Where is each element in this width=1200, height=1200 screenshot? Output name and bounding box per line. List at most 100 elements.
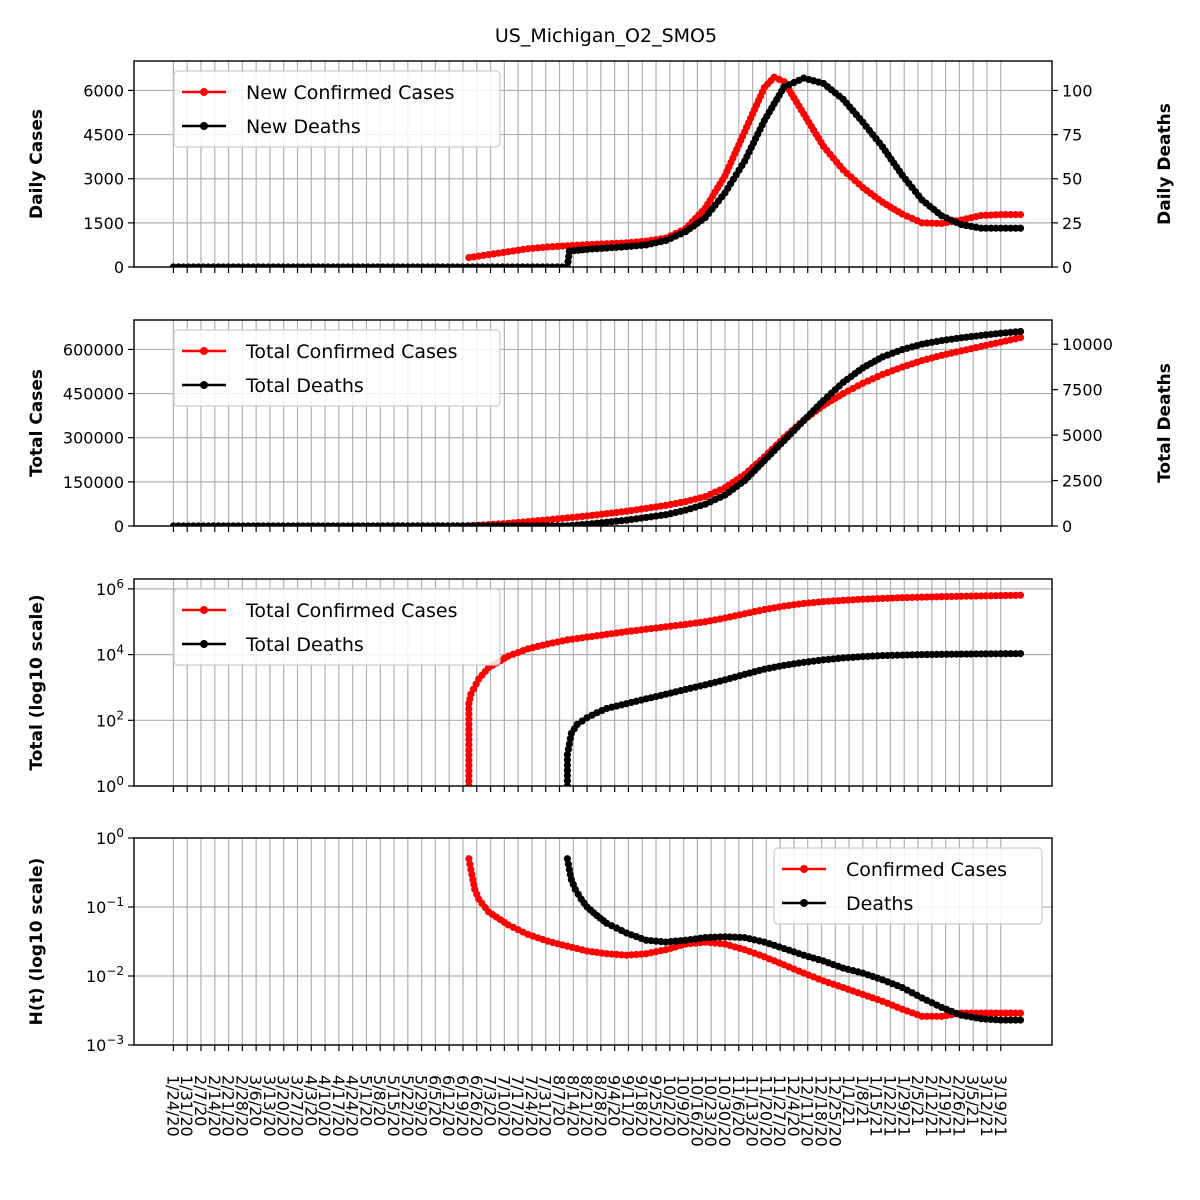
data-point <box>563 766 571 774</box>
data-point <box>465 756 473 764</box>
chart-panel-4: 10−3 10−2 10−1 100 H(t) (log10 scale) Confirm… <box>27 826 1053 1055</box>
data-point <box>563 751 571 759</box>
legend-label: Total Deaths <box>245 634 364 656</box>
y-tick-label: 1500 <box>83 214 124 233</box>
series-line-total-confirmed-cases <box>468 336 1021 526</box>
data-point <box>465 720 473 728</box>
x-tick-label: 7/10/20 <box>494 1075 513 1137</box>
y-axis-label: Total Cases <box>27 369 47 477</box>
data-point <box>465 725 473 734</box>
data-point <box>982 224 990 232</box>
x-tick-label: 7/3/20 <box>481 1075 500 1127</box>
data-point <box>997 1016 1005 1024</box>
data-point <box>563 855 571 863</box>
data-point <box>1016 334 1025 342</box>
x-tick-label: 12/4/20 <box>784 1075 803 1137</box>
legend: Confirmed Cases Deaths <box>773 847 1043 925</box>
axes-frame <box>133 319 1053 527</box>
data-point <box>565 740 573 748</box>
y-tick-label: 300000 <box>63 429 124 448</box>
data-point <box>1011 211 1020 219</box>
legend: New Confirmed Cases New Deaths <box>173 70 501 148</box>
data-point <box>977 224 985 232</box>
y-tick-label: 4500 <box>83 126 124 145</box>
x-tick-label: 4/24/20 <box>343 1075 362 1137</box>
x-tick-label: 3/6/20 <box>246 1075 265 1127</box>
x-tick-label: 4/17/20 <box>329 1075 348 1137</box>
x-tick-label: 1/1/21 <box>839 1075 858 1127</box>
y-axis-label: Total (log10 scale) <box>27 594 47 770</box>
data-point <box>465 741 473 749</box>
x-tick-label: 8/28/20 <box>591 1075 610 1137</box>
x-tick-label: 8/7/20 <box>550 1075 569 1127</box>
y-axis-label: Daily Cases <box>27 109 47 219</box>
x-tick-label: 9/11/20 <box>618 1075 637 1137</box>
legend-swatch-marker <box>800 899 808 907</box>
x-tick-label: 4/3/20 <box>301 1075 320 1127</box>
x-tick-label: 12/18/20 <box>812 1075 831 1147</box>
x-tick-label: 9/18/20 <box>632 1075 651 1137</box>
x-tick-label: 5/1/20 <box>356 1075 375 1127</box>
x-tick-label: 2/26/21 <box>949 1075 968 1137</box>
data-point <box>465 736 473 744</box>
data-point <box>933 1012 941 1020</box>
data-point <box>1011 1016 1020 1024</box>
x-tick-label: 3/5/21 <box>963 1075 982 1127</box>
x-tick-label: 3/19/21 <box>991 1075 1010 1137</box>
data-point <box>992 224 1000 232</box>
data-point <box>992 1009 1000 1017</box>
legend-swatch-marker <box>800 865 808 873</box>
y2-tick-label: 50 <box>1062 170 1082 189</box>
x-tick-label: 6/19/20 <box>453 1075 472 1137</box>
x-tick-label: 5/15/20 <box>384 1075 403 1137</box>
data-point <box>1016 224 1025 232</box>
x-tick-label: 5/8/20 <box>370 1075 389 1127</box>
x-tick-label: 10/30/20 <box>715 1075 734 1147</box>
data-point <box>465 730 473 739</box>
x-tick-label: 8/14/20 <box>563 1075 582 1137</box>
data-point <box>564 860 572 868</box>
x-tick-label: 10/2/20 <box>660 1075 679 1137</box>
data-point <box>563 777 571 785</box>
data-point <box>465 705 473 713</box>
data-point <box>1007 1009 1015 1017</box>
legend-label: Confirmed Cases <box>846 859 1007 881</box>
x-tick-label: 2/5/21 <box>908 1075 927 1127</box>
x-tick-label: 11/6/20 <box>729 1075 748 1137</box>
x-tick-label: 2/19/21 <box>936 1075 955 1137</box>
data-point <box>1016 1016 1025 1024</box>
y2-tick-label: 0 <box>1062 258 1072 277</box>
legend-box <box>173 329 501 407</box>
data-point <box>923 1012 931 1020</box>
y-axis-label: H(t) (log10 scale) <box>27 858 47 1026</box>
data-point <box>564 258 572 266</box>
y2-tick-label: 2500 <box>1062 472 1103 491</box>
data-point <box>465 710 473 718</box>
legend-box <box>173 588 501 666</box>
x-tick-label: 2/21/20 <box>219 1075 238 1137</box>
legend-swatch-marker <box>200 88 208 96</box>
chart-panel-3: 100 102 104 106 Total (log10 scale) Total Con… <box>27 577 1053 796</box>
legend-label: Total Confirmed Cases <box>245 341 458 363</box>
data-point <box>465 766 473 775</box>
x-tick-label: 1/29/21 <box>894 1075 913 1137</box>
legend-label: New Confirmed Cases <box>246 82 455 104</box>
data-point <box>465 772 473 780</box>
legend: Total Confirmed Cases Total Deaths <box>173 588 501 666</box>
axes-frame <box>133 578 1053 787</box>
x-tick-label: 6/12/20 <box>439 1075 458 1137</box>
data-point <box>928 1012 936 1020</box>
data-point <box>563 756 571 764</box>
y2-tick-label: 75 <box>1062 126 1082 145</box>
data-point <box>997 211 1005 219</box>
legend-box <box>173 70 501 148</box>
data-point <box>987 1009 995 1017</box>
data-point <box>1002 1016 1010 1024</box>
y2-tick-label: 7500 <box>1062 381 1103 400</box>
y2-tick-label: 0 <box>1062 517 1072 536</box>
data-point <box>918 1012 926 1020</box>
x-tick-label: 1/31/20 <box>177 1075 196 1137</box>
data-point <box>1007 224 1015 232</box>
data-point <box>1002 211 1010 219</box>
